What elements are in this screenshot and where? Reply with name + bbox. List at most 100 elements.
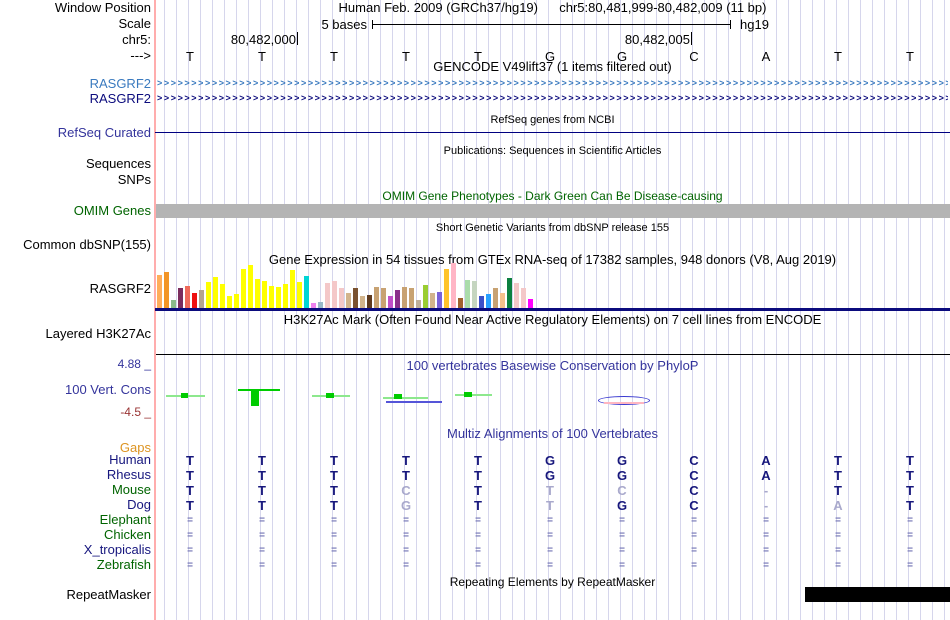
multiz-gap: = [619, 530, 625, 541]
multiz-base: T [474, 468, 482, 483]
multiz-base: G [544, 453, 556, 468]
gtex-bar[interactable] [241, 269, 246, 308]
multiz-base: C [401, 483, 411, 498]
gencode-transcript-1[interactable]: >>>>>>>>>>>>>>>>>>>>>>>>>>>>>>>>>>>>>>>>… [157, 78, 948, 88]
species-label-mouse[interactable]: Mouse [111, 482, 151, 497]
gtex-gene-label[interactable]: RASGRF2 [89, 281, 151, 296]
gtex-bar[interactable] [423, 285, 428, 308]
gtex-bar[interactable] [374, 287, 379, 308]
gtex-bar[interactable] [192, 293, 197, 308]
gtex-bar[interactable] [234, 294, 239, 308]
gtex-bar[interactable] [367, 295, 372, 308]
gtex-bar[interactable] [444, 269, 449, 308]
gtex-bar[interactable] [332, 281, 337, 308]
gtex-bar[interactable] [353, 288, 358, 308]
refseq-track-label[interactable]: RefSeq Curated [57, 125, 151, 140]
gtex-bar[interactable] [213, 277, 218, 308]
multiz-base: T [330, 498, 338, 513]
species-label-human[interactable]: Human [109, 452, 151, 467]
gtex-bar[interactable] [479, 296, 484, 308]
gtex-bar[interactable] [276, 287, 281, 308]
h3k27ac-baseline [156, 354, 950, 355]
gtex-bar[interactable] [283, 284, 288, 308]
gtex-bar[interactable] [311, 303, 316, 308]
species-label-chicken[interactable]: Chicken [104, 527, 151, 542]
gtex-bar[interactable] [465, 280, 470, 308]
gtex-bar[interactable] [164, 272, 169, 308]
gtex-bar[interactable] [227, 296, 232, 308]
multiz-base: T [474, 498, 482, 513]
multiz-base: A [761, 453, 771, 468]
sequence-base: T [906, 49, 914, 64]
multiz-base: T [186, 498, 194, 513]
gtex-bar[interactable] [395, 290, 400, 308]
gtex-bar[interactable] [402, 287, 407, 308]
gtex-bar[interactable] [185, 286, 190, 308]
gtex-bar[interactable] [325, 283, 330, 308]
gtex-bar[interactable] [451, 263, 456, 308]
gtex-bar[interactable] [318, 302, 323, 308]
gtex-bar[interactable] [458, 298, 463, 308]
multiz-gap: = [547, 530, 553, 541]
gtex-bar[interactable] [262, 281, 267, 308]
conservation-track-label[interactable]: 100 Vert. Cons [65, 382, 151, 397]
conservation-max-value: 4.88 _ [117, 357, 151, 371]
omim-gene-item[interactable] [156, 204, 950, 218]
h3k27ac-track-label[interactable]: Layered H3K27Ac [45, 326, 151, 341]
snps-track-label[interactable]: SNPs [117, 172, 151, 187]
gtex-bar[interactable] [255, 279, 260, 308]
gtex-bar[interactable] [500, 293, 505, 308]
refseq-gene-line[interactable] [155, 132, 950, 133]
multiz-base: G [616, 498, 628, 513]
species-label-dog[interactable]: Dog [127, 497, 151, 512]
gencode-gene-label-2[interactable]: RASGRF2 [89, 91, 151, 106]
gtex-bar[interactable] [157, 275, 162, 308]
gtex-bar[interactable] [290, 270, 295, 308]
gtex-bar[interactable] [430, 293, 435, 308]
gencode-transcript-2[interactable]: >>>>>>>>>>>>>>>>>>>>>>>>>>>>>>>>>>>>>>>>… [157, 93, 948, 103]
gtex-bar[interactable] [486, 294, 491, 308]
gaps-row-label[interactable]: Gaps [119, 440, 151, 455]
gtex-bar[interactable] [206, 282, 211, 308]
gtex-bar[interactable] [507, 278, 512, 308]
gtex-bar[interactable] [521, 288, 526, 308]
gtex-bar[interactable] [360, 296, 365, 308]
repeatmasker-repeat-item[interactable] [805, 587, 950, 602]
omim-track-label[interactable]: OMIM Genes [73, 203, 151, 218]
gtex-bar[interactable] [472, 281, 477, 308]
gtex-bar[interactable] [346, 293, 351, 308]
gtex-bar[interactable] [381, 288, 386, 308]
species-label-zebrafish[interactable]: Zebrafish [96, 557, 151, 572]
repeatmasker-track-title: Repeating Elements by RepeatMasker [449, 575, 656, 589]
position-tick-mark-left [297, 32, 298, 45]
gtex-bar[interactable] [493, 288, 498, 308]
species-label-elephant[interactable]: Elephant [99, 512, 151, 527]
multiz-gap: = [259, 515, 265, 526]
gtex-bar[interactable] [178, 288, 183, 308]
gtex-bar[interactable] [339, 288, 344, 308]
gtex-bar[interactable] [171, 300, 176, 308]
species-label-xtropicalis[interactable]: X_tropicalis [83, 542, 151, 557]
assembly-label: hg19 [740, 17, 769, 32]
gencode-gene-label-1[interactable]: RASGRF2 [89, 76, 151, 91]
gtex-bar[interactable] [304, 276, 309, 308]
gtex-bar[interactable] [297, 282, 302, 308]
species-label-rhesus[interactable]: Rhesus [106, 467, 151, 482]
gtex-bar[interactable] [388, 296, 393, 308]
gtex-bar[interactable] [514, 283, 519, 308]
gtex-bar[interactable] [437, 292, 442, 308]
gtex-bar[interactable] [248, 265, 253, 308]
gtex-bar[interactable] [409, 288, 414, 308]
gtex-bar[interactable] [269, 286, 274, 308]
gtex-bar[interactable] [416, 300, 421, 308]
sequences-track-label[interactable]: Sequences [85, 156, 151, 171]
gtex-bar[interactable] [220, 284, 225, 308]
gtex-bar[interactable] [528, 299, 533, 308]
multiz-gap: = [547, 560, 553, 571]
dbsnp-track-label[interactable]: Common dbSNP(155) [23, 237, 151, 252]
repeatmasker-track-label[interactable]: RepeatMasker [66, 587, 151, 602]
multiz-gap: = [763, 545, 769, 556]
multiz-gap: = [835, 515, 841, 526]
phylop-negative-line [386, 401, 442, 403]
gtex-bar[interactable] [199, 290, 204, 308]
